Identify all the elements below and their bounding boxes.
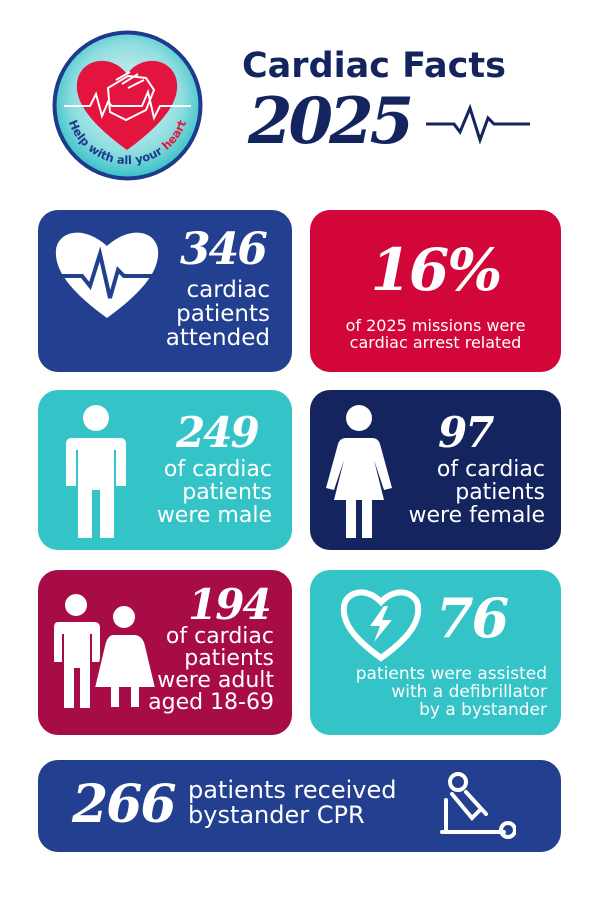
defib-number: 76 — [436, 586, 509, 650]
card-defib: 76 patients were assisted with a defibri… — [310, 570, 561, 735]
adult-text: of cardiac patients were adult aged 18-6… — [148, 624, 274, 715]
heartbeat-line-icon — [426, 104, 530, 144]
female-figure-icon — [324, 404, 394, 540]
defibrillator-heart-icon — [338, 584, 424, 664]
defib-text: patients were assisted with a defibrilla… — [355, 664, 547, 720]
attended-text: cardiac patients attended — [165, 277, 270, 352]
couple-figures-icon — [52, 592, 158, 710]
logo: Help with all your heart — [50, 28, 205, 183]
card-arrest: 16% of 2025 missions were cardiac arrest… — [310, 210, 561, 372]
cpr-number: 266 — [72, 774, 177, 835]
card-adult: 194 of cardiac patients were adult aged … — [38, 570, 292, 735]
male-figure-icon — [64, 404, 128, 540]
card-male: 249 of cardiac patients were male — [38, 390, 292, 550]
attended-number: 346 — [180, 224, 268, 275]
card-female: 97 of cardiac patients were female — [310, 390, 561, 550]
card-attended: 346 cardiac patients attended — [38, 210, 292, 372]
female-number: 97 — [438, 408, 494, 457]
card-cpr: 266 patients received bystander CPR — [38, 760, 561, 852]
adult-number: 194 — [188, 580, 272, 629]
heart-pulse-icon — [52, 224, 162, 320]
male-text: of cardiac patients were male — [156, 457, 272, 529]
page-title: Cardiac Facts — [242, 46, 506, 86]
male-number: 249 — [176, 408, 260, 457]
cpr-text: patients received bystander CPR — [188, 776, 397, 830]
arrest-text: of 2025 missions were cardiac arrest rel… — [345, 316, 526, 352]
arrest-number: 16% — [370, 236, 503, 304]
heart-hands-icon: Help with all your heart — [52, 30, 203, 181]
year-label: 2025 — [248, 84, 414, 159]
cpr-person-icon — [436, 770, 516, 842]
female-text: of cardiac patients were female — [408, 457, 545, 529]
